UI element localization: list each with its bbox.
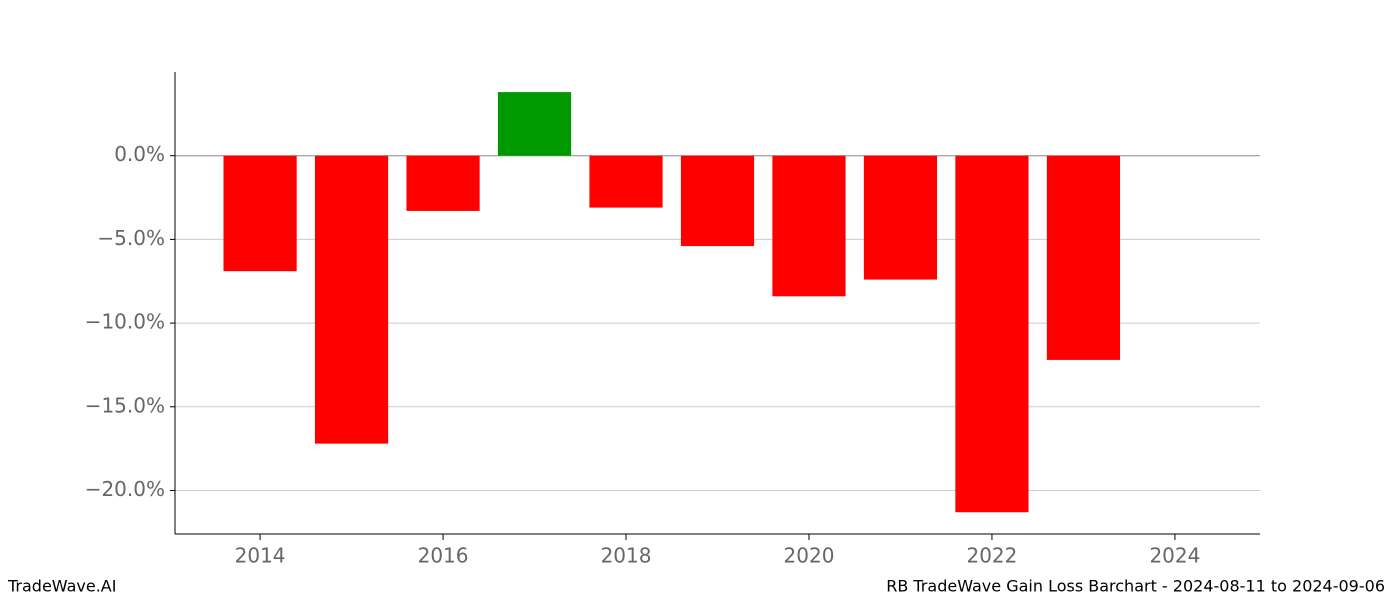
footer-right: RB TradeWave Gain Loss Barchart - 2024-0… — [886, 577, 1385, 596]
bar — [772, 155, 846, 297]
bar — [863, 155, 938, 280]
y-tick-label: −15.0% — [85, 393, 165, 417]
bar — [406, 155, 480, 211]
x-tick-label: 2022 — [966, 544, 1017, 568]
x-tick-label: 2018 — [601, 544, 652, 568]
bar — [1046, 155, 1121, 360]
footer-left: TradeWave.AI — [7, 577, 116, 596]
bar — [680, 155, 755, 247]
y-tick-label: 0.0% — [114, 142, 165, 166]
x-tick-label: 2020 — [784, 544, 835, 568]
bar — [589, 155, 663, 208]
bar — [223, 155, 297, 272]
y-tick-label: −10.0% — [85, 310, 165, 334]
bar — [955, 155, 1029, 513]
x-tick-label: 2016 — [418, 544, 469, 568]
x-tick-label: 2014 — [235, 544, 286, 568]
x-tick-label: 2024 — [1149, 544, 1200, 568]
y-tick-label: −5.0% — [97, 226, 165, 250]
y-tick-label: −20.0% — [85, 477, 165, 501]
bar — [314, 155, 389, 444]
bar — [497, 92, 572, 156]
